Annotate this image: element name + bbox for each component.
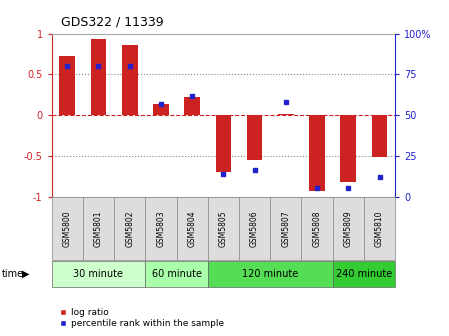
Text: GSM5809: GSM5809: [344, 210, 353, 247]
Bar: [114, 197, 145, 260]
Bar: [83, 197, 114, 260]
Bar: [278, 114, 294, 115]
Bar: [270, 197, 301, 260]
Bar: [145, 261, 208, 287]
Bar: [340, 115, 356, 182]
Text: GSM5804: GSM5804: [188, 210, 197, 247]
Bar: [145, 197, 176, 260]
Bar: [52, 197, 83, 260]
Bar: [301, 197, 333, 260]
Text: GSM5806: GSM5806: [250, 210, 259, 247]
Text: GSM5805: GSM5805: [219, 210, 228, 247]
Bar: [239, 197, 270, 260]
Text: GSM5810: GSM5810: [375, 210, 384, 247]
Text: GSM5802: GSM5802: [125, 210, 134, 247]
Bar: [176, 197, 208, 260]
Bar: [91, 39, 106, 115]
Text: GSM5803: GSM5803: [156, 210, 165, 247]
Bar: [309, 115, 325, 191]
Text: 120 minute: 120 minute: [242, 269, 298, 279]
Bar: [208, 261, 333, 287]
Bar: [122, 45, 137, 115]
Bar: [364, 197, 395, 260]
Legend: log ratio, percentile rank within the sample: log ratio, percentile rank within the sa…: [56, 304, 227, 332]
Bar: [372, 115, 387, 158]
Text: GSM5808: GSM5808: [313, 210, 321, 247]
Text: time: time: [2, 269, 24, 279]
Bar: [247, 115, 262, 160]
Text: ▶: ▶: [22, 269, 30, 279]
Bar: [333, 197, 364, 260]
Text: 60 minute: 60 minute: [152, 269, 202, 279]
Text: GDS322 / 11339: GDS322 / 11339: [61, 15, 163, 29]
Text: GSM5807: GSM5807: [282, 210, 291, 247]
Text: GSM5800: GSM5800: [63, 210, 72, 247]
Bar: [333, 261, 395, 287]
Bar: [208, 197, 239, 260]
Bar: [59, 56, 75, 115]
Text: 30 minute: 30 minute: [74, 269, 123, 279]
Bar: [185, 97, 200, 115]
Bar: [153, 104, 169, 115]
Text: GSM5801: GSM5801: [94, 210, 103, 247]
Bar: [216, 115, 231, 172]
Text: 240 minute: 240 minute: [336, 269, 392, 279]
Bar: [52, 261, 145, 287]
